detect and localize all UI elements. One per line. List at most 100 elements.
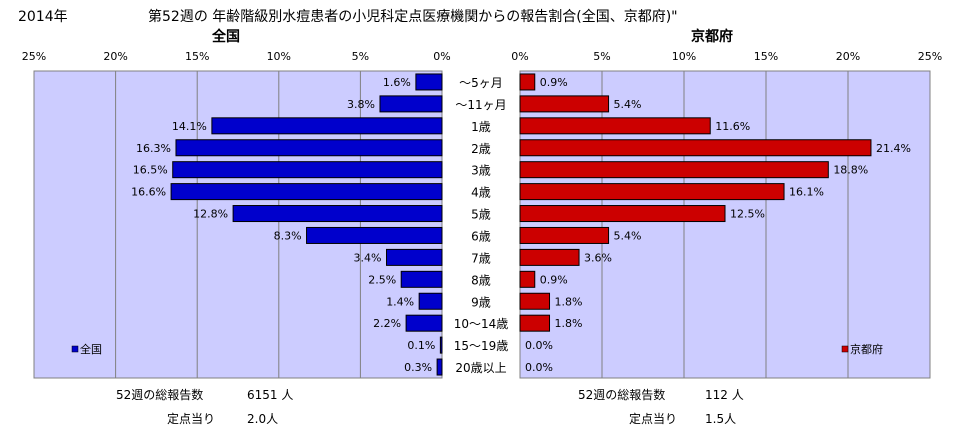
kyoto-per-label: 定点当り — [629, 412, 678, 426]
national-bar — [400, 270, 443, 288]
kyoto-data-label: 0.9% — [540, 273, 568, 286]
kyoto-data-label: 0.9% — [540, 76, 568, 89]
national-bar — [379, 95, 443, 113]
category-label: 4歳 — [471, 186, 491, 200]
kyoto-data-label: 1.8% — [555, 295, 583, 308]
category-label: 7歳 — [471, 251, 491, 265]
chart-title: 第52週の 年齢階級別水痘患者の小児科定点医療機関からの報告割合(全国、京都府)… — [148, 8, 678, 25]
national-data-label: 16.6% — [131, 186, 166, 199]
national-bar — [175, 139, 443, 157]
kyoto-tick-label: 15% — [754, 50, 778, 63]
kyoto-bar — [519, 226, 610, 244]
national-tick-label: 10% — [267, 50, 291, 63]
national-panel: 25% 20% 15% 10% 5% 0% 1.6% 3.8% 14.1%16.3% 16.5% 1… — [22, 50, 451, 379]
kyoto-bar — [519, 73, 536, 91]
national-bar — [436, 358, 443, 376]
national-data-label: 1.6% — [383, 76, 411, 89]
category-label: ～5ヶ月 — [459, 76, 503, 90]
national-bar — [439, 336, 443, 354]
national-bar — [405, 314, 443, 332]
category-label: 6歳 — [471, 229, 491, 243]
kyoto-data-label: 12.5% — [730, 208, 765, 221]
category-label: 15～19歳 — [454, 339, 509, 353]
national-data-label: 3.8% — [347, 98, 375, 111]
kyoto-data-label: 5.4% — [614, 229, 642, 242]
kyoto-bar — [519, 205, 726, 223]
national-data-label: 0.3% — [404, 361, 432, 374]
national-legend-swatch — [71, 345, 79, 353]
kyoto-bar — [519, 139, 872, 157]
national-bar — [386, 248, 443, 266]
national-tick-label: 25% — [22, 50, 46, 63]
kyoto-tick-label: 0% — [511, 50, 528, 63]
category-label: ～11ヶ月 — [455, 98, 506, 112]
kyoto-legend-swatch — [841, 345, 849, 353]
kyoto-bar — [519, 270, 536, 288]
kyoto-data-label: 11.6% — [715, 120, 750, 133]
national-bar — [418, 292, 443, 310]
national-data-label: 16.5% — [133, 164, 168, 177]
category-label: 10～14歳 — [454, 317, 509, 331]
kyoto-data-label: 18.8% — [833, 164, 868, 177]
kyoto-tick-label: 10% — [672, 50, 696, 63]
kyoto-data-label: 1.8% — [555, 317, 583, 330]
national-bar — [415, 73, 443, 91]
kyoto-tick-label: 5% — [593, 50, 610, 63]
category-label: 20歳以上 — [455, 361, 506, 375]
kyoto-data-label: 21.4% — [876, 142, 911, 155]
national-data-label: 2.5% — [368, 273, 396, 286]
kyoto-bar — [519, 117, 711, 135]
national-data-label: 3.4% — [354, 251, 382, 264]
kyoto-plot-area — [519, 70, 931, 379]
kyoto-per-value: 1.5人 — [705, 412, 737, 426]
kyoto-data-label: 3.6% — [584, 251, 612, 264]
kyoto-bar — [519, 161, 829, 179]
national-tick-label: 5% — [352, 50, 369, 63]
category-label: 3歳 — [471, 164, 491, 178]
national-data-label: 1.4% — [386, 295, 414, 308]
kyoto-legend-label: 京都府 — [850, 342, 883, 356]
kyoto-panel: 0% 5% 10% 15% 20% 25% 0.9% 5.4% 11.6% 21.4% 18.8% 1… — [511, 50, 942, 379]
national-data-label: 8.3% — [274, 229, 302, 242]
kyoto-bar — [519, 183, 785, 201]
kyoto-tick-label: 25% — [918, 50, 942, 63]
national-total-value: 6151 人 — [247, 388, 294, 402]
kyoto-bar — [519, 292, 551, 310]
national-per-value: 2.0人 — [247, 412, 279, 426]
kyoto-data-label: 0.0% — [525, 361, 553, 374]
national-tick-label: 20% — [103, 50, 127, 63]
category-label: 9歳 — [471, 295, 491, 309]
kyoto-data-label: 0.0% — [525, 339, 553, 352]
national-data-label: 16.3% — [136, 142, 171, 155]
kyoto-bar — [519, 248, 580, 266]
category-label: 5歳 — [471, 208, 491, 222]
kyoto-total-value: 112 人 — [705, 388, 744, 402]
national-data-label: 14.1% — [172, 120, 207, 133]
national-tick-label: 15% — [185, 50, 209, 63]
kyoto-bar — [519, 314, 551, 332]
national-data-label: 12.8% — [193, 208, 228, 221]
national-per-label: 定点当り — [167, 412, 216, 426]
national-plot-area — [33, 70, 443, 379]
national-total-label: 52週の総報告数 — [116, 388, 204, 402]
national-title: 全国 — [211, 28, 240, 45]
category-labels: ～5ヶ月 ～11ヶ月 1歳 2歳 3歳 4歳 5歳 6歳 7歳 8歳 9歳 10～14歳 15～19歳 2… — [454, 76, 509, 375]
national-bar — [170, 183, 443, 201]
national-bar — [306, 226, 443, 244]
kyoto-tick-label: 20% — [836, 50, 860, 63]
kyoto-data-label: 5.4% — [614, 98, 642, 111]
national-data-label: 0.1% — [407, 339, 435, 352]
national-bar — [172, 161, 443, 179]
national-data-label: 2.2% — [373, 317, 401, 330]
kyoto-bar — [519, 95, 610, 113]
kyoto-total-label: 52週の総報告数 — [578, 388, 666, 402]
kyoto-title: 京都府 — [691, 28, 733, 45]
category-label: 2歳 — [471, 142, 491, 156]
category-label: 8歳 — [471, 273, 491, 287]
national-bar — [211, 117, 443, 135]
category-label: 1歳 — [471, 120, 491, 134]
national-legend-label: 全国 — [80, 342, 102, 356]
kyoto-data-label: 16.1% — [789, 186, 824, 199]
